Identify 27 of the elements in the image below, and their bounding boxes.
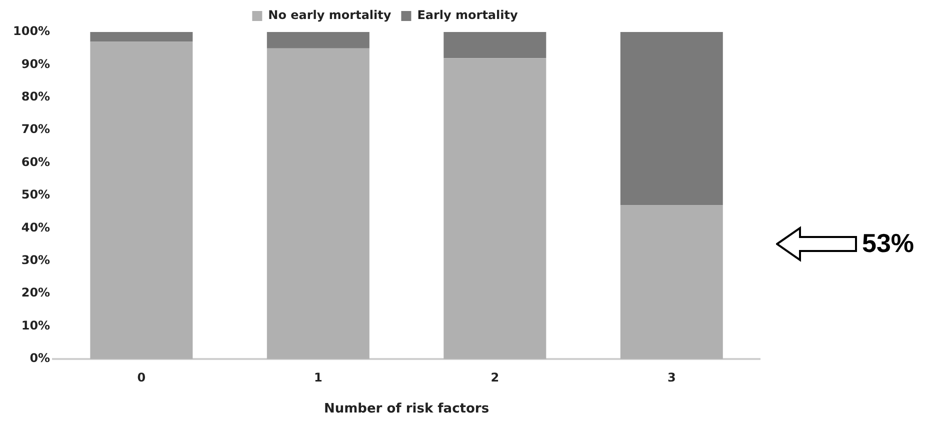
text: 53% — [862, 228, 914, 259]
bar — [266, 32, 370, 48]
x-tick-label: 0 — [137, 370, 146, 384]
y-tick-label: 70% — [21, 122, 50, 136]
y-tick-label: 0% — [30, 351, 50, 366]
bar — [620, 205, 723, 359]
y-tick-label: 100% — [12, 24, 50, 38]
bar — [266, 48, 370, 359]
bar — [90, 32, 193, 42]
y-tick-label: 20% — [21, 286, 50, 300]
bar — [620, 32, 723, 206]
x-tick-label: 3 — [667, 370, 676, 384]
x-tick-label: 2 — [490, 370, 500, 384]
bar — [444, 58, 546, 359]
x-tick-label: 1 — [314, 370, 322, 384]
legend-label: No early mortality — [268, 8, 392, 22]
y-tick-label: 30% — [21, 253, 50, 268]
y-tick-label: 50% — [21, 188, 50, 202]
y-tick-label: 60% — [21, 154, 50, 169]
y-tick-label: 90% — [21, 56, 50, 71]
x-axis-title: Number of risk factors — [324, 402, 490, 417]
bar — [444, 32, 546, 58]
y-tick-label: 10% — [21, 318, 50, 332]
legend-label: Early mortality — [417, 8, 518, 22]
bar — [90, 42, 193, 359]
y-tick-label: 40% — [21, 220, 50, 234]
y-tick-label: 80% — [21, 90, 50, 104]
